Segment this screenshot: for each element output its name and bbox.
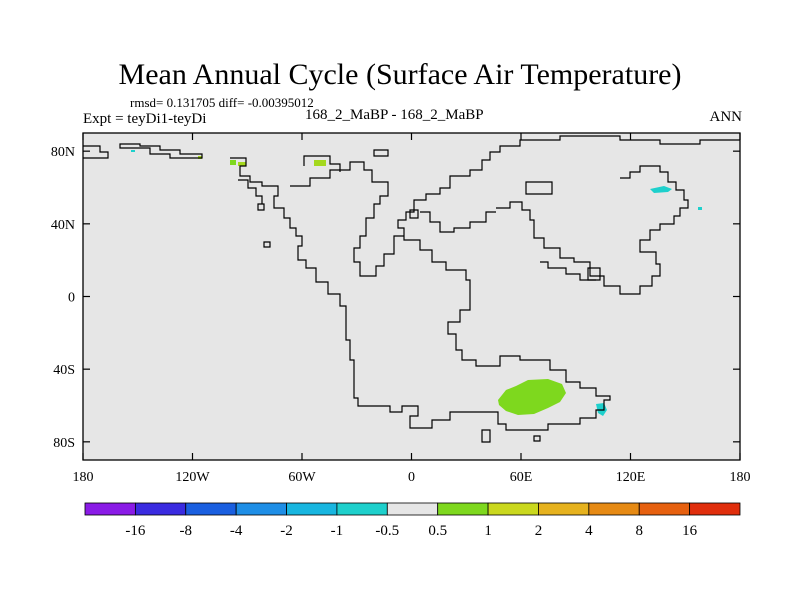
colorbar-label: -0.5 — [375, 523, 399, 539]
positive-anomaly-patch-arctic-3 — [314, 160, 326, 166]
laurasia-outline — [230, 135, 740, 431]
tethys-coast-outline — [420, 211, 496, 233]
colorbar-swatch — [487, 502, 539, 516]
small-island-outline-2 — [257, 203, 265, 211]
anomaly-patches — [131, 150, 702, 416]
y-tick-label: 80N — [51, 145, 75, 160]
x-tick-label: 60E — [510, 470, 533, 485]
asia-box-outline — [525, 181, 553, 195]
colorbar-label: -1 — [331, 523, 344, 539]
beringia-outline — [238, 179, 263, 204]
asia-small-box-outline — [587, 267, 601, 281]
colorbar-swatch — [84, 502, 136, 516]
colorbar-label: 8 — [635, 523, 643, 539]
arctic-shelf-outline — [303, 155, 341, 172]
x-tick-label: 120W — [175, 470, 210, 485]
antarctic-island-outline-2 — [533, 435, 541, 442]
european-island-outline — [409, 209, 419, 219]
negative-anomaly-patch-small-2 — [131, 150, 135, 152]
colorbar-label: -8 — [180, 523, 193, 539]
colorbar-swatch — [437, 502, 489, 516]
arctic-island-outline — [119, 143, 203, 159]
asia-interior-outline — [496, 165, 689, 295]
lake-outline — [373, 149, 389, 157]
inland-sea-outline — [540, 261, 596, 281]
colorbar-label: 2 — [535, 523, 543, 539]
colorbar-swatch — [235, 502, 287, 516]
colorbar-swatch — [386, 502, 439, 516]
colorbar-swatch — [689, 502, 741, 516]
colorbar-swatch — [638, 502, 691, 516]
north-america-interior-outline — [290, 161, 404, 277]
stats-line: rmsd= 0.131705 diff= -0.00395012 — [130, 95, 314, 110]
center-label: 168_2_MaBP - 168_2_MaBP — [305, 107, 484, 123]
continent-outlines — [83, 135, 740, 443]
colorbar-swatch — [185, 502, 237, 516]
colorbar-label: -16 — [125, 523, 145, 539]
experiment-label: Expt = teyDi1-teyDi — [83, 111, 207, 127]
colorbar-label: 16 — [682, 523, 698, 539]
y-tick-label: 0 — [68, 291, 75, 306]
colorbar-label: 1 — [484, 523, 492, 539]
colorbar-swatch — [286, 502, 338, 516]
y-axis: 80N 40N 0 40S 80S — [51, 145, 740, 451]
colorbar-swatch — [134, 502, 187, 516]
x-tick-label: 60W — [288, 470, 316, 485]
positive-anomaly-patch-large — [498, 379, 566, 415]
antarctic-island-outline-1 — [481, 429, 491, 443]
negative-anomaly-patch-asia — [650, 186, 672, 193]
y-tick-label: 80S — [53, 436, 75, 451]
colorbar-label: 0.5 — [428, 523, 447, 539]
colorbar-swatch — [588, 502, 640, 516]
x-tick-label: 180 — [73, 470, 94, 485]
x-tick-label: 0 — [408, 470, 415, 485]
x-tick-label: 180 — [730, 470, 751, 485]
x-tick-label: 120E — [616, 470, 646, 485]
map-title: Mean Annual Cycle (Surface Air Temperatu… — [118, 58, 682, 91]
small-island-outline-1 — [263, 241, 271, 248]
colorbar-label: 4 — [585, 523, 593, 539]
season-label: ANN — [709, 109, 743, 125]
colorbar-swatch — [336, 502, 388, 516]
map-background — [83, 133, 740, 460]
colorbar-swatch — [538, 502, 590, 516]
colorbar: -16 -8 -4 -2 -1 -0.5 0.5 1 2 4 8 16 — [84, 502, 741, 539]
y-tick-label: 40N — [51, 218, 75, 233]
positive-anomaly-patch-arctic-2 — [238, 162, 246, 166]
y-tick-label: 40S — [53, 363, 75, 378]
x-axis: 180 120W 60W 0 60E 120E 180 — [73, 133, 751, 485]
positive-anomaly-patch-arctic-1 — [230, 160, 236, 165]
negative-anomaly-patch-small-1 — [698, 207, 702, 210]
arctic-coast-outline — [83, 145, 109, 159]
colorbar-label: -4 — [230, 523, 243, 539]
colorbar-label: -2 — [280, 523, 293, 539]
